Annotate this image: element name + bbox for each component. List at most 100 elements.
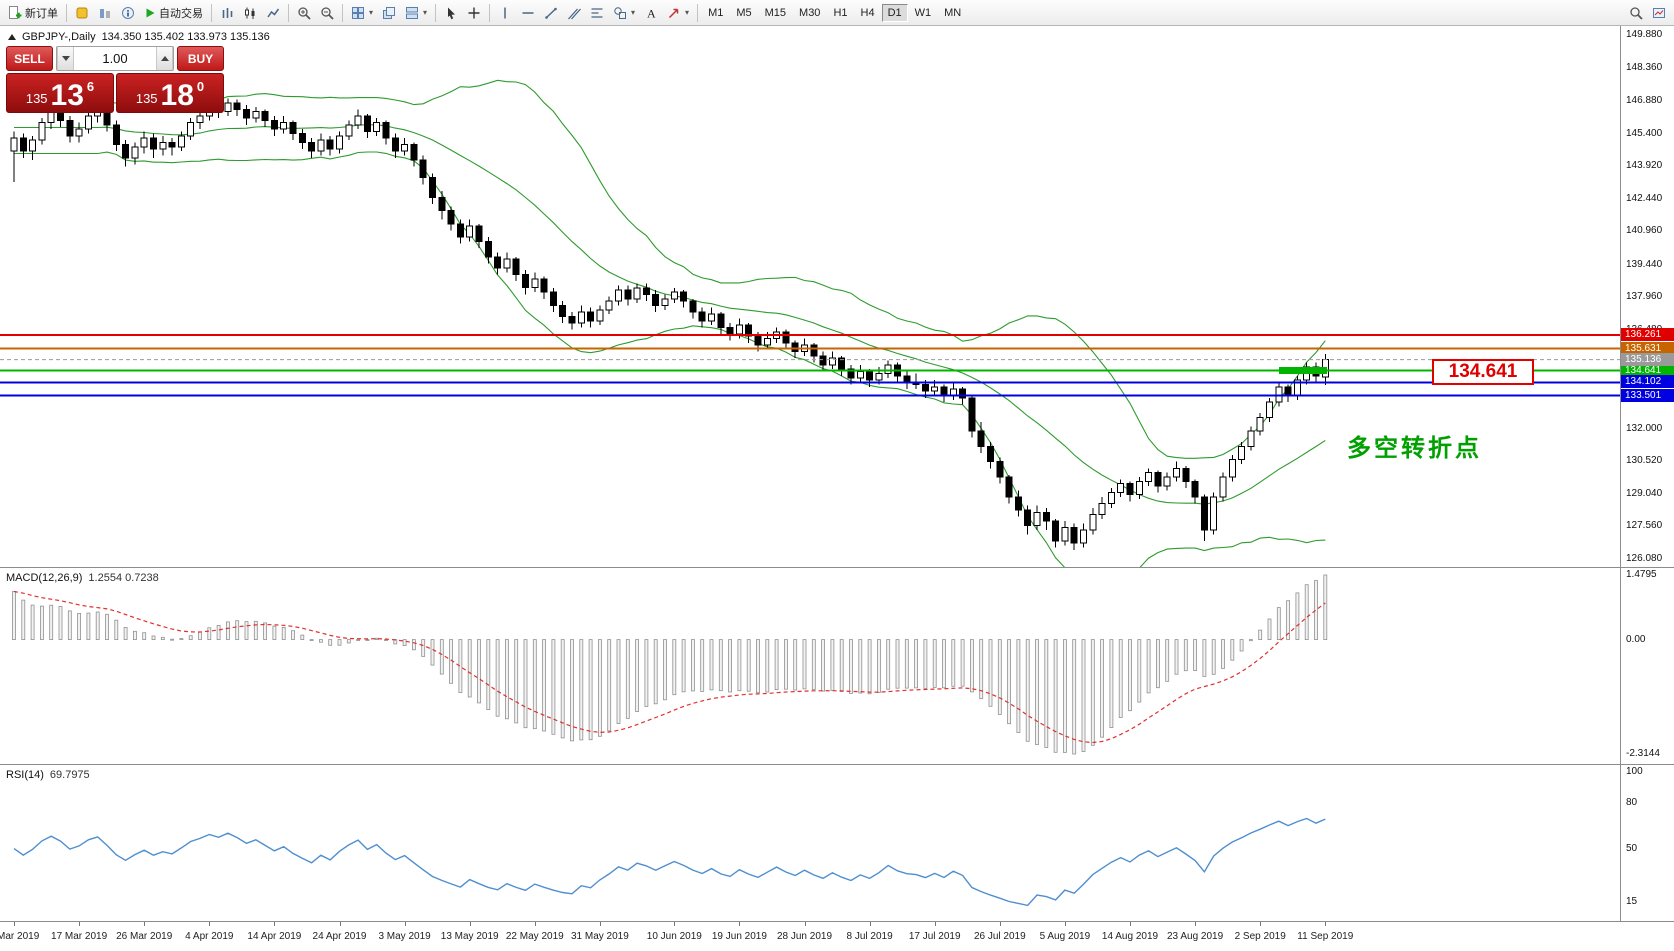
chart-collapse-icon[interactable] xyxy=(8,34,16,40)
bar-chart-icon xyxy=(222,7,233,18)
timeframe-m1[interactable]: M1 xyxy=(702,4,729,22)
line-chart-icon xyxy=(267,8,280,17)
text-button[interactable]: A xyxy=(640,3,662,23)
sell-price-figure: 135 xyxy=(25,91,48,106)
cascade-windows-button[interactable] xyxy=(378,3,400,23)
trendline-button[interactable] xyxy=(540,3,562,23)
arrow-tools-button[interactable]: ▾ xyxy=(663,3,693,23)
tile-windows-button[interactable]: ▾ xyxy=(347,3,377,23)
cursor-icon xyxy=(448,7,456,19)
profiles-button[interactable] xyxy=(94,3,116,23)
data-window-button[interactable] xyxy=(117,3,139,23)
sell-price-button[interactable]: 135 13 6 xyxy=(6,73,114,113)
panel-separator[interactable] xyxy=(0,567,1674,568)
zoom-in-icon xyxy=(298,6,311,20)
rsi-axis-label: 50 xyxy=(1626,842,1638,854)
buy-price-pips: 18 xyxy=(160,79,194,112)
new-order-button[interactable]: 新订单 xyxy=(4,3,62,23)
level-price-tag: 134.102 xyxy=(1621,375,1674,389)
timeframe-m30[interactable]: M30 xyxy=(793,4,826,22)
main-chart-canvas[interactable] xyxy=(0,26,1620,567)
shapes-button[interactable]: ▾ xyxy=(609,3,639,23)
chart-windows-button[interactable] xyxy=(1648,3,1670,23)
metaeditor-button[interactable] xyxy=(71,3,93,23)
horizontal-line-button[interactable] xyxy=(517,3,539,23)
zoom-in-button[interactable] xyxy=(293,3,315,23)
price-axis-label: 145.400 xyxy=(1626,127,1663,139)
timeframe-d1[interactable]: D1 xyxy=(881,3,908,22)
price-axis-label: 139.440 xyxy=(1626,258,1663,270)
date-tick xyxy=(144,922,146,926)
fibonacci-button[interactable] xyxy=(586,3,608,23)
channel-button[interactable] xyxy=(563,3,585,23)
buy-button[interactable]: BUY xyxy=(177,46,224,71)
date-tick xyxy=(209,922,211,926)
arrange-windows-icon xyxy=(406,6,419,19)
rsi-axis-label: 100 xyxy=(1626,766,1643,777)
volume-increase-button[interactable] xyxy=(156,47,173,70)
price-axis-label: 149.880 xyxy=(1626,29,1663,40)
timeframe-h1[interactable]: H1 xyxy=(827,4,853,22)
timeframe-m5[interactable]: M5 xyxy=(730,4,757,22)
zoom-out-icon xyxy=(321,6,334,20)
toolbar: 新订单 自动交易 xyxy=(0,0,1674,26)
line-chart-button[interactable] xyxy=(262,3,284,23)
volume-input[interactable] xyxy=(74,47,156,70)
axis-border xyxy=(1620,26,1621,921)
candlestick-chart-button[interactable] xyxy=(239,3,261,23)
buy-price-button[interactable]: 135 18 0 xyxy=(116,73,224,113)
rsi-axis-label: 15 xyxy=(1626,896,1638,908)
toolbar-separator xyxy=(211,3,212,22)
zoom-out-button[interactable] xyxy=(316,3,338,23)
autotrading-button[interactable]: 自动交易 xyxy=(140,3,207,23)
crosshair-button[interactable] xyxy=(463,3,485,23)
timeframe-mn[interactable]: MN xyxy=(938,4,967,22)
timeframe-h4[interactable]: H4 xyxy=(855,4,881,22)
date-axis-label: 24 Apr 2019 xyxy=(312,931,367,942)
date-tick xyxy=(1260,922,1262,926)
vertical-line-button[interactable] xyxy=(494,3,516,23)
date-tick xyxy=(79,922,81,926)
volume-decrease-button[interactable] xyxy=(57,47,74,70)
price-callout[interactable]: 134.641 xyxy=(1432,359,1534,385)
tile-windows-icon xyxy=(352,6,364,19)
date-tick xyxy=(739,922,741,926)
search-button[interactable] xyxy=(1625,3,1647,23)
date-axis-label: 28 Jun 2019 xyxy=(776,931,833,942)
date-tick xyxy=(469,922,471,926)
price-scale[interactable]: 149.880 148.360 146.880 145.400 143.920 142.4… xyxy=(1621,26,1674,567)
rsi-canvas[interactable] xyxy=(0,764,1620,921)
bar-chart-button[interactable] xyxy=(216,3,238,23)
date-tick xyxy=(274,922,276,926)
dropdown-caret-icon: ▾ xyxy=(631,8,636,17)
candlestick-chart-icon xyxy=(245,7,255,19)
panel-separator[interactable] xyxy=(0,764,1674,765)
macd-canvas[interactable] xyxy=(0,567,1620,764)
search-icon xyxy=(1630,6,1643,20)
note-text[interactable]: 多空转折点 xyxy=(1347,435,1482,462)
crosshair-icon xyxy=(468,7,480,18)
cursor-button[interactable] xyxy=(440,3,462,23)
date-axis-label: 17 Jul 2019 xyxy=(908,931,961,942)
buy-price-pipette: 0 xyxy=(196,79,205,94)
ohlc-values: 134.350 135.402 133.973 135.136 xyxy=(101,31,270,43)
rsi-axis-label: 80 xyxy=(1626,796,1638,808)
date-axis-label: 14 Aug 2019 xyxy=(1101,931,1159,942)
timeframe-w1[interactable]: W1 xyxy=(909,4,938,22)
arrow-up-icon xyxy=(160,56,169,61)
macd-scale[interactable]: 1.4795 0.00 -2.3144 xyxy=(1621,567,1674,764)
date-axis-label: 26 Jul 2019 xyxy=(973,931,1026,942)
date-axis-label: 23 Aug 2019 xyxy=(1167,931,1224,942)
timeframe-m15[interactable]: M15 xyxy=(759,4,792,22)
arrange-windows-button[interactable]: ▾ xyxy=(401,3,431,23)
bid-price-tag: 135.136 xyxy=(1621,352,1674,366)
chart-windows-icon xyxy=(1653,7,1665,18)
price-axis-label: 129.040 xyxy=(1626,487,1663,499)
vertical-line-icon xyxy=(504,7,506,18)
date-scale[interactable]: 7 Mar 2019 17 Mar 2019 26 Mar 2019 4 Apr 20… xyxy=(0,921,1674,951)
date-axis-label: 8 Jul 2019 xyxy=(846,931,893,942)
sell-button[interactable]: SELL xyxy=(6,46,53,71)
rsi-scale[interactable]: 100 80 50 15 xyxy=(1621,764,1674,921)
